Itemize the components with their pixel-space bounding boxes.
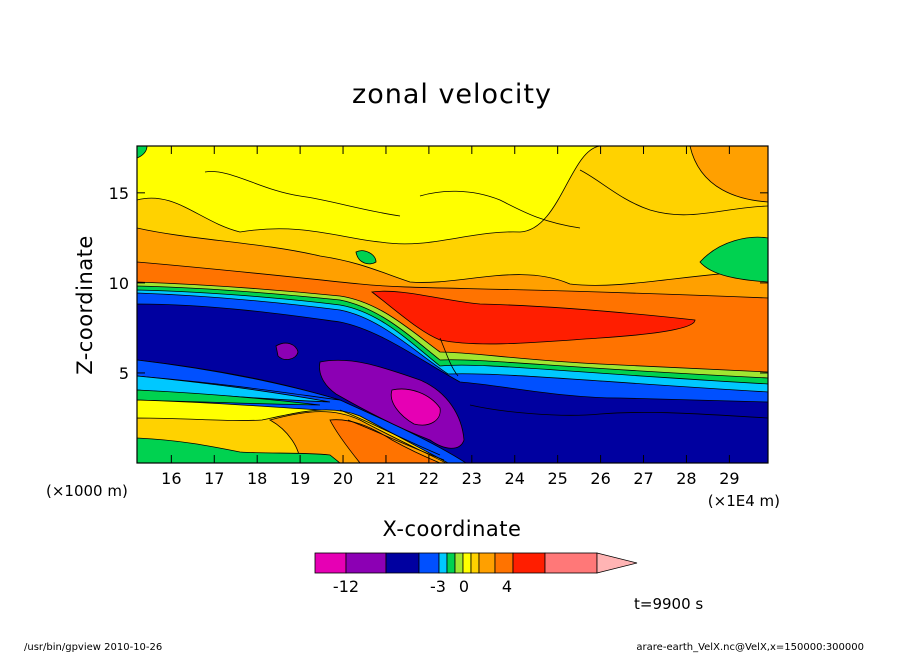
contour-line-6 — [339, 409, 441, 456]
footer-program: /usr/bin/gpview 2010-10-26 — [24, 642, 162, 653]
x-tick-label: 17 — [204, 469, 224, 488]
colorbar-segment — [544, 552, 598, 574]
contour-line-2 — [419, 190, 581, 229]
contour-band-magenta — [390, 388, 441, 426]
chart-title: zonal velocity — [352, 79, 552, 110]
contour-band-bottom-green — [137, 437, 341, 463]
x-tick-label: 19 — [290, 469, 310, 488]
x-axis-ticks: 16 17 18 19 20 21 22 23 24 25 26 27 28 29 — [161, 146, 740, 488]
x-tick-label: 20 — [333, 469, 353, 488]
colorbar-segment — [385, 552, 420, 574]
contour-line-7 — [347, 419, 445, 461]
colorbar-segment — [462, 552, 472, 574]
x-unit-left: (×1000 m) — [46, 482, 128, 500]
x-tick-label: 22 — [419, 469, 439, 488]
contour-green-patch-mid — [355, 250, 377, 265]
contour-line-5 — [469, 404, 768, 419]
colorbar-segment — [512, 552, 546, 574]
colorbar-segment — [446, 552, 456, 574]
colorbar-segment — [494, 552, 514, 574]
contour-line-1 — [204, 171, 401, 217]
x-tick-label: 27 — [633, 469, 653, 488]
x-tick-label: 23 — [462, 469, 482, 488]
colorbar-tick-label: -3 — [430, 577, 446, 596]
y-tick-label: 10 — [109, 274, 129, 293]
x-tick-label: 25 — [547, 469, 567, 488]
contour-green-patch-right — [699, 236, 768, 283]
time-label: t=9900 s — [634, 595, 703, 613]
contour-band-core-red — [371, 290, 696, 345]
colorbar-tick-label: 0 — [459, 577, 469, 596]
colorbar-segment — [418, 552, 440, 574]
colorbar-segment — [314, 552, 347, 574]
x-unit-right: (×1E4 m) — [708, 492, 780, 510]
colorbar-segment — [478, 552, 496, 574]
contour-band-lower-dark-orange — [329, 419, 441, 463]
y-axis-label: Z-coordinate — [73, 235, 97, 375]
colorbar-segment — [454, 552, 464, 574]
colorbar: -12 -3 0 4 — [314, 552, 638, 596]
x-tick-label: 18 — [247, 469, 267, 488]
y-tick-label: 15 — [109, 184, 129, 203]
x-tick-label: 29 — [719, 469, 739, 488]
y-axis-ticks: 5 10 15 — [109, 184, 768, 383]
y-tick-label: 5 — [119, 364, 129, 383]
contour-band-lower-blue — [137, 359, 341, 401]
colorbar-overflow-arrow — [596, 552, 638, 574]
contour-line-4 — [439, 337, 459, 377]
contour-band-purple-spot — [275, 342, 299, 360]
footer-source: arare-earth_VelX.nc@VelX,x=150000:300000 — [636, 642, 864, 653]
contour-line-3 — [579, 169, 768, 216]
colorbar-tick-label: 4 — [502, 577, 512, 596]
colorbar-segment — [345, 552, 387, 574]
plot-area — [137, 146, 768, 463]
x-tick-label: 21 — [376, 469, 396, 488]
contour-band-purple — [319, 359, 465, 449]
x-tick-label: 24 — [505, 469, 525, 488]
colorbar-tick-label: -12 — [333, 577, 359, 596]
colorbar-segment — [470, 552, 480, 574]
colorbar-segment — [438, 552, 448, 574]
plot-frame — [136, 145, 769, 464]
x-tick-label: 26 — [590, 469, 610, 488]
x-tick-label: 16 — [161, 469, 181, 488]
x-tick-label: 28 — [676, 469, 696, 488]
contour-band-lower-green — [137, 389, 321, 406]
x-axis-label: X-coordinate — [383, 517, 522, 541]
